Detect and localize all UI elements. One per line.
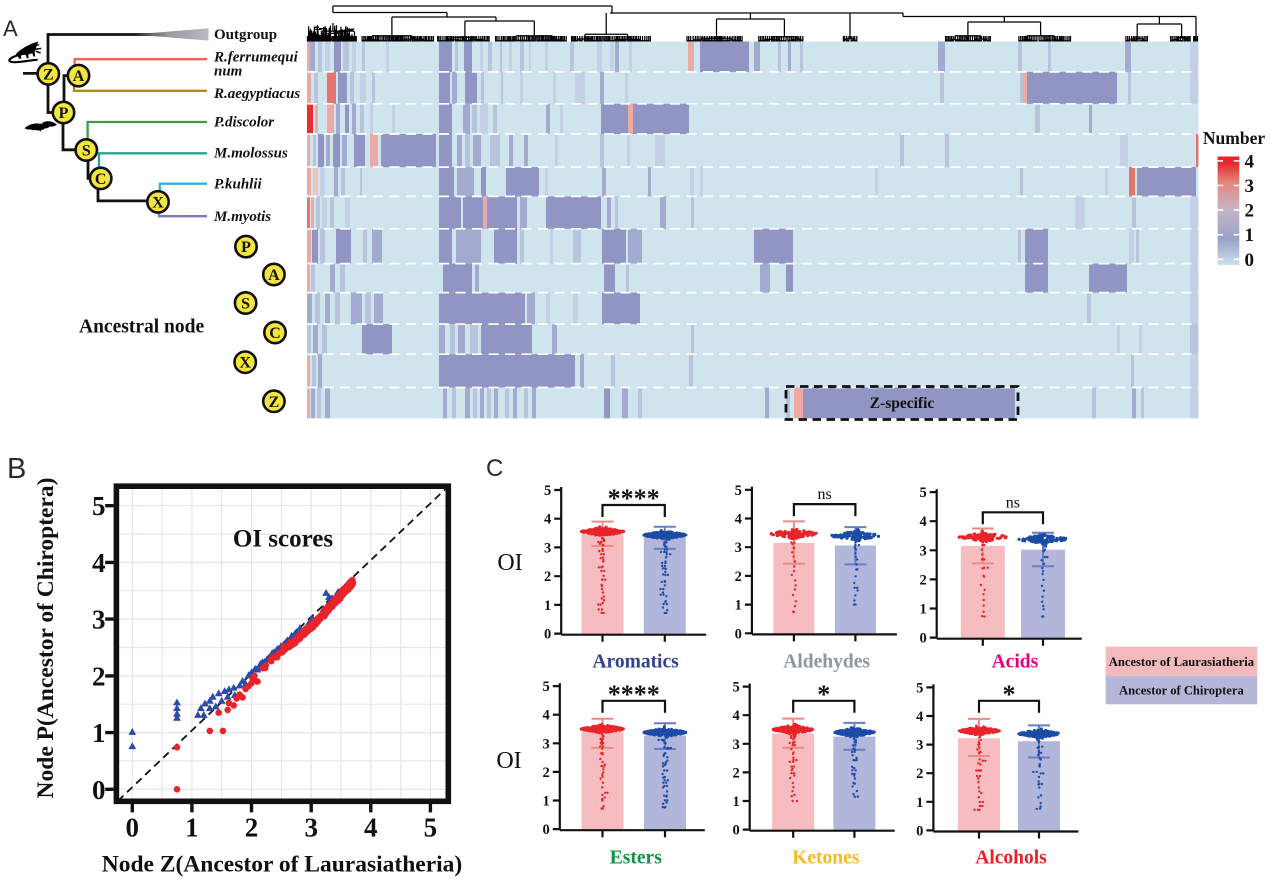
svg-text:****: **** (608, 484, 660, 513)
svg-text:5: 5 (735, 483, 742, 499)
svg-text:4: 4 (919, 514, 926, 530)
svg-text:M.molossus: M.molossus (213, 146, 288, 162)
svg-text:4: 4 (543, 708, 550, 724)
svg-text:1: 1 (1245, 225, 1255, 246)
svg-text:4: 4 (364, 813, 378, 843)
svg-text:1: 1 (185, 813, 199, 843)
svg-text:R.aegyptiacus: R.aegyptiacus (213, 86, 300, 102)
svg-text:3: 3 (92, 605, 106, 635)
svg-text:Node Z(Ancestor of Laurasiathe: Node Z(Ancestor of Laurasiatheria) (102, 852, 463, 878)
svg-text:num: num (214, 64, 242, 80)
svg-text:4: 4 (735, 512, 742, 528)
svg-text:P.kuhlii: P.kuhlii (214, 177, 262, 193)
svg-text:2: 2 (735, 569, 742, 585)
svg-text:Acids: Acids (992, 652, 1039, 673)
svg-text:5: 5 (916, 680, 923, 696)
svg-text:Aromatics: Aromatics (592, 652, 679, 673)
svg-text:ns: ns (817, 486, 831, 503)
svg-text:4: 4 (732, 708, 739, 724)
svg-text:2: 2 (245, 813, 259, 843)
svg-text:A: A (3, 16, 18, 41)
svg-text:0: 0 (126, 813, 140, 843)
svg-text:2: 2 (1245, 201, 1255, 222)
svg-text:3: 3 (544, 540, 551, 556)
svg-text:4: 4 (916, 709, 923, 725)
svg-text:2: 2 (92, 661, 106, 691)
svg-text:0: 0 (544, 627, 551, 643)
svg-text:5: 5 (732, 680, 739, 696)
svg-text:0: 0 (916, 823, 923, 839)
svg-text:B: B (7, 453, 26, 485)
svg-text:A: A (268, 267, 280, 284)
svg-text:3: 3 (735, 540, 742, 556)
svg-text:1: 1 (732, 794, 739, 810)
svg-text:0: 0 (92, 775, 106, 805)
svg-text:1: 1 (92, 718, 106, 748)
svg-text:0: 0 (1245, 250, 1255, 271)
svg-text:Ancestor of Laurasiatheria: Ancestor of Laurasiatheria (1109, 655, 1255, 669)
svg-text:Aldehydes: Aldehydes (783, 652, 870, 673)
svg-text:3: 3 (543, 736, 550, 752)
svg-text:0: 0 (732, 823, 739, 839)
svg-text:*: * (817, 680, 830, 709)
svg-text:1: 1 (543, 794, 550, 810)
svg-text:1: 1 (916, 795, 923, 811)
svg-text:Number: Number (1203, 128, 1265, 148)
svg-text:0: 0 (919, 631, 926, 647)
svg-text:C: C (95, 171, 107, 188)
svg-text:OI scores: OI scores (233, 526, 333, 553)
svg-text:M.myotis: M.myotis (213, 209, 271, 225)
svg-text:0: 0 (735, 626, 742, 642)
svg-text:S: S (241, 296, 250, 313)
svg-text:P: P (241, 239, 251, 256)
svg-text:Ancestor of Chiroptera: Ancestor of Chiroptera (1119, 684, 1244, 698)
svg-text:Node P(Ancestor of Chiroptera): Node P(Ancestor of Chiroptera) (33, 478, 59, 799)
svg-text:2: 2 (916, 766, 923, 782)
svg-text:3: 3 (732, 737, 739, 753)
svg-text:C: C (269, 325, 281, 342)
svg-text:0: 0 (543, 822, 550, 838)
svg-text:R.ferrumequi: R.ferrumequi (213, 50, 299, 66)
svg-text:1: 1 (544, 598, 551, 614)
svg-text:X: X (239, 355, 251, 372)
svg-text:Ancestral node: Ancestral node (79, 317, 204, 338)
svg-text:5: 5 (92, 491, 106, 521)
svg-text:1: 1 (919, 602, 926, 618)
svg-text:1: 1 (735, 598, 742, 614)
svg-text:Z-specific: Z-specific (870, 395, 935, 412)
svg-text:OI: OI (496, 748, 521, 774)
svg-text:3: 3 (919, 543, 926, 559)
svg-text:5: 5 (544, 483, 551, 499)
svg-text:5: 5 (543, 679, 550, 695)
svg-text:Esters: Esters (610, 848, 662, 869)
svg-text:A: A (73, 68, 85, 85)
svg-text:3: 3 (916, 738, 923, 754)
svg-text:5: 5 (424, 813, 438, 843)
svg-text:4: 4 (1245, 151, 1255, 172)
svg-text:X: X (152, 194, 164, 211)
svg-text:3: 3 (304, 813, 318, 843)
svg-text:OI: OI (497, 550, 522, 576)
svg-text:2: 2 (544, 569, 551, 585)
svg-text:Alcohols: Alcohols (975, 848, 1047, 869)
svg-text:C: C (486, 455, 503, 482)
svg-text:4: 4 (92, 548, 106, 578)
svg-text:P.discolor: P.discolor (214, 115, 274, 131)
svg-text:Ketones: Ketones (792, 848, 860, 869)
svg-text:*: * (1003, 680, 1016, 709)
svg-text:2: 2 (732, 765, 739, 781)
svg-text:3: 3 (1245, 176, 1255, 197)
svg-text:2: 2 (543, 765, 550, 781)
svg-text:ns: ns (1006, 494, 1020, 511)
svg-text:****: **** (608, 680, 660, 709)
svg-text:Z: Z (269, 394, 280, 411)
svg-text:S: S (82, 143, 91, 160)
svg-text:Outgroup: Outgroup (214, 27, 277, 43)
svg-text:P: P (59, 105, 69, 122)
svg-text:4: 4 (544, 512, 551, 528)
svg-text:2: 2 (919, 572, 926, 588)
svg-text:5: 5 (919, 485, 926, 501)
svg-text:Z: Z (43, 66, 54, 83)
